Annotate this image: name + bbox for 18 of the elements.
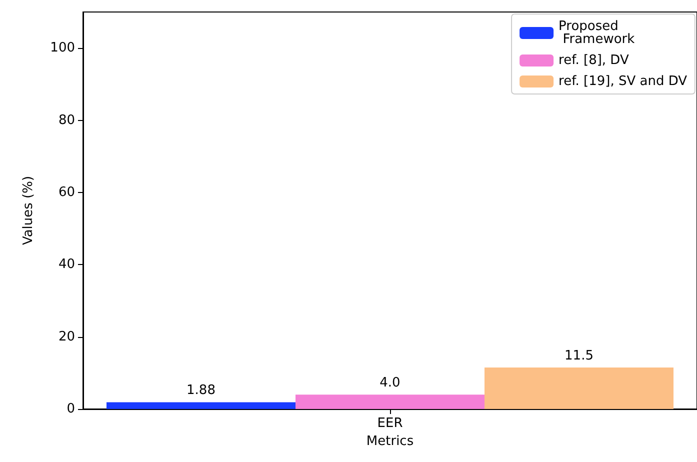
legend-label: ref. [19], SV and DV [558, 74, 688, 89]
data-label: 4.0 [380, 376, 400, 391]
legend-label: Proposed Framework [558, 19, 636, 47]
data-label: 11.5 [564, 348, 594, 364]
bar [106, 402, 296, 409]
data-label: 1.88 [186, 383, 216, 398]
y-tick-label: 0 [66, 402, 75, 416]
bar [484, 367, 674, 409]
y-tick-label: 20 [58, 329, 75, 344]
legend-label: ref. [8], DV [558, 53, 629, 68]
x-tick-label: EER [377, 416, 403, 431]
y-tick-label: 60 [58, 184, 75, 200]
y-tick-label: 100 [50, 40, 75, 56]
y-tick-label: 80 [58, 112, 75, 128]
y-tick-label: 40 [58, 257, 75, 272]
x-axis-title: Metrics [366, 434, 414, 449]
bar [296, 394, 484, 409]
y-axis-title: Values (%) [21, 176, 36, 246]
